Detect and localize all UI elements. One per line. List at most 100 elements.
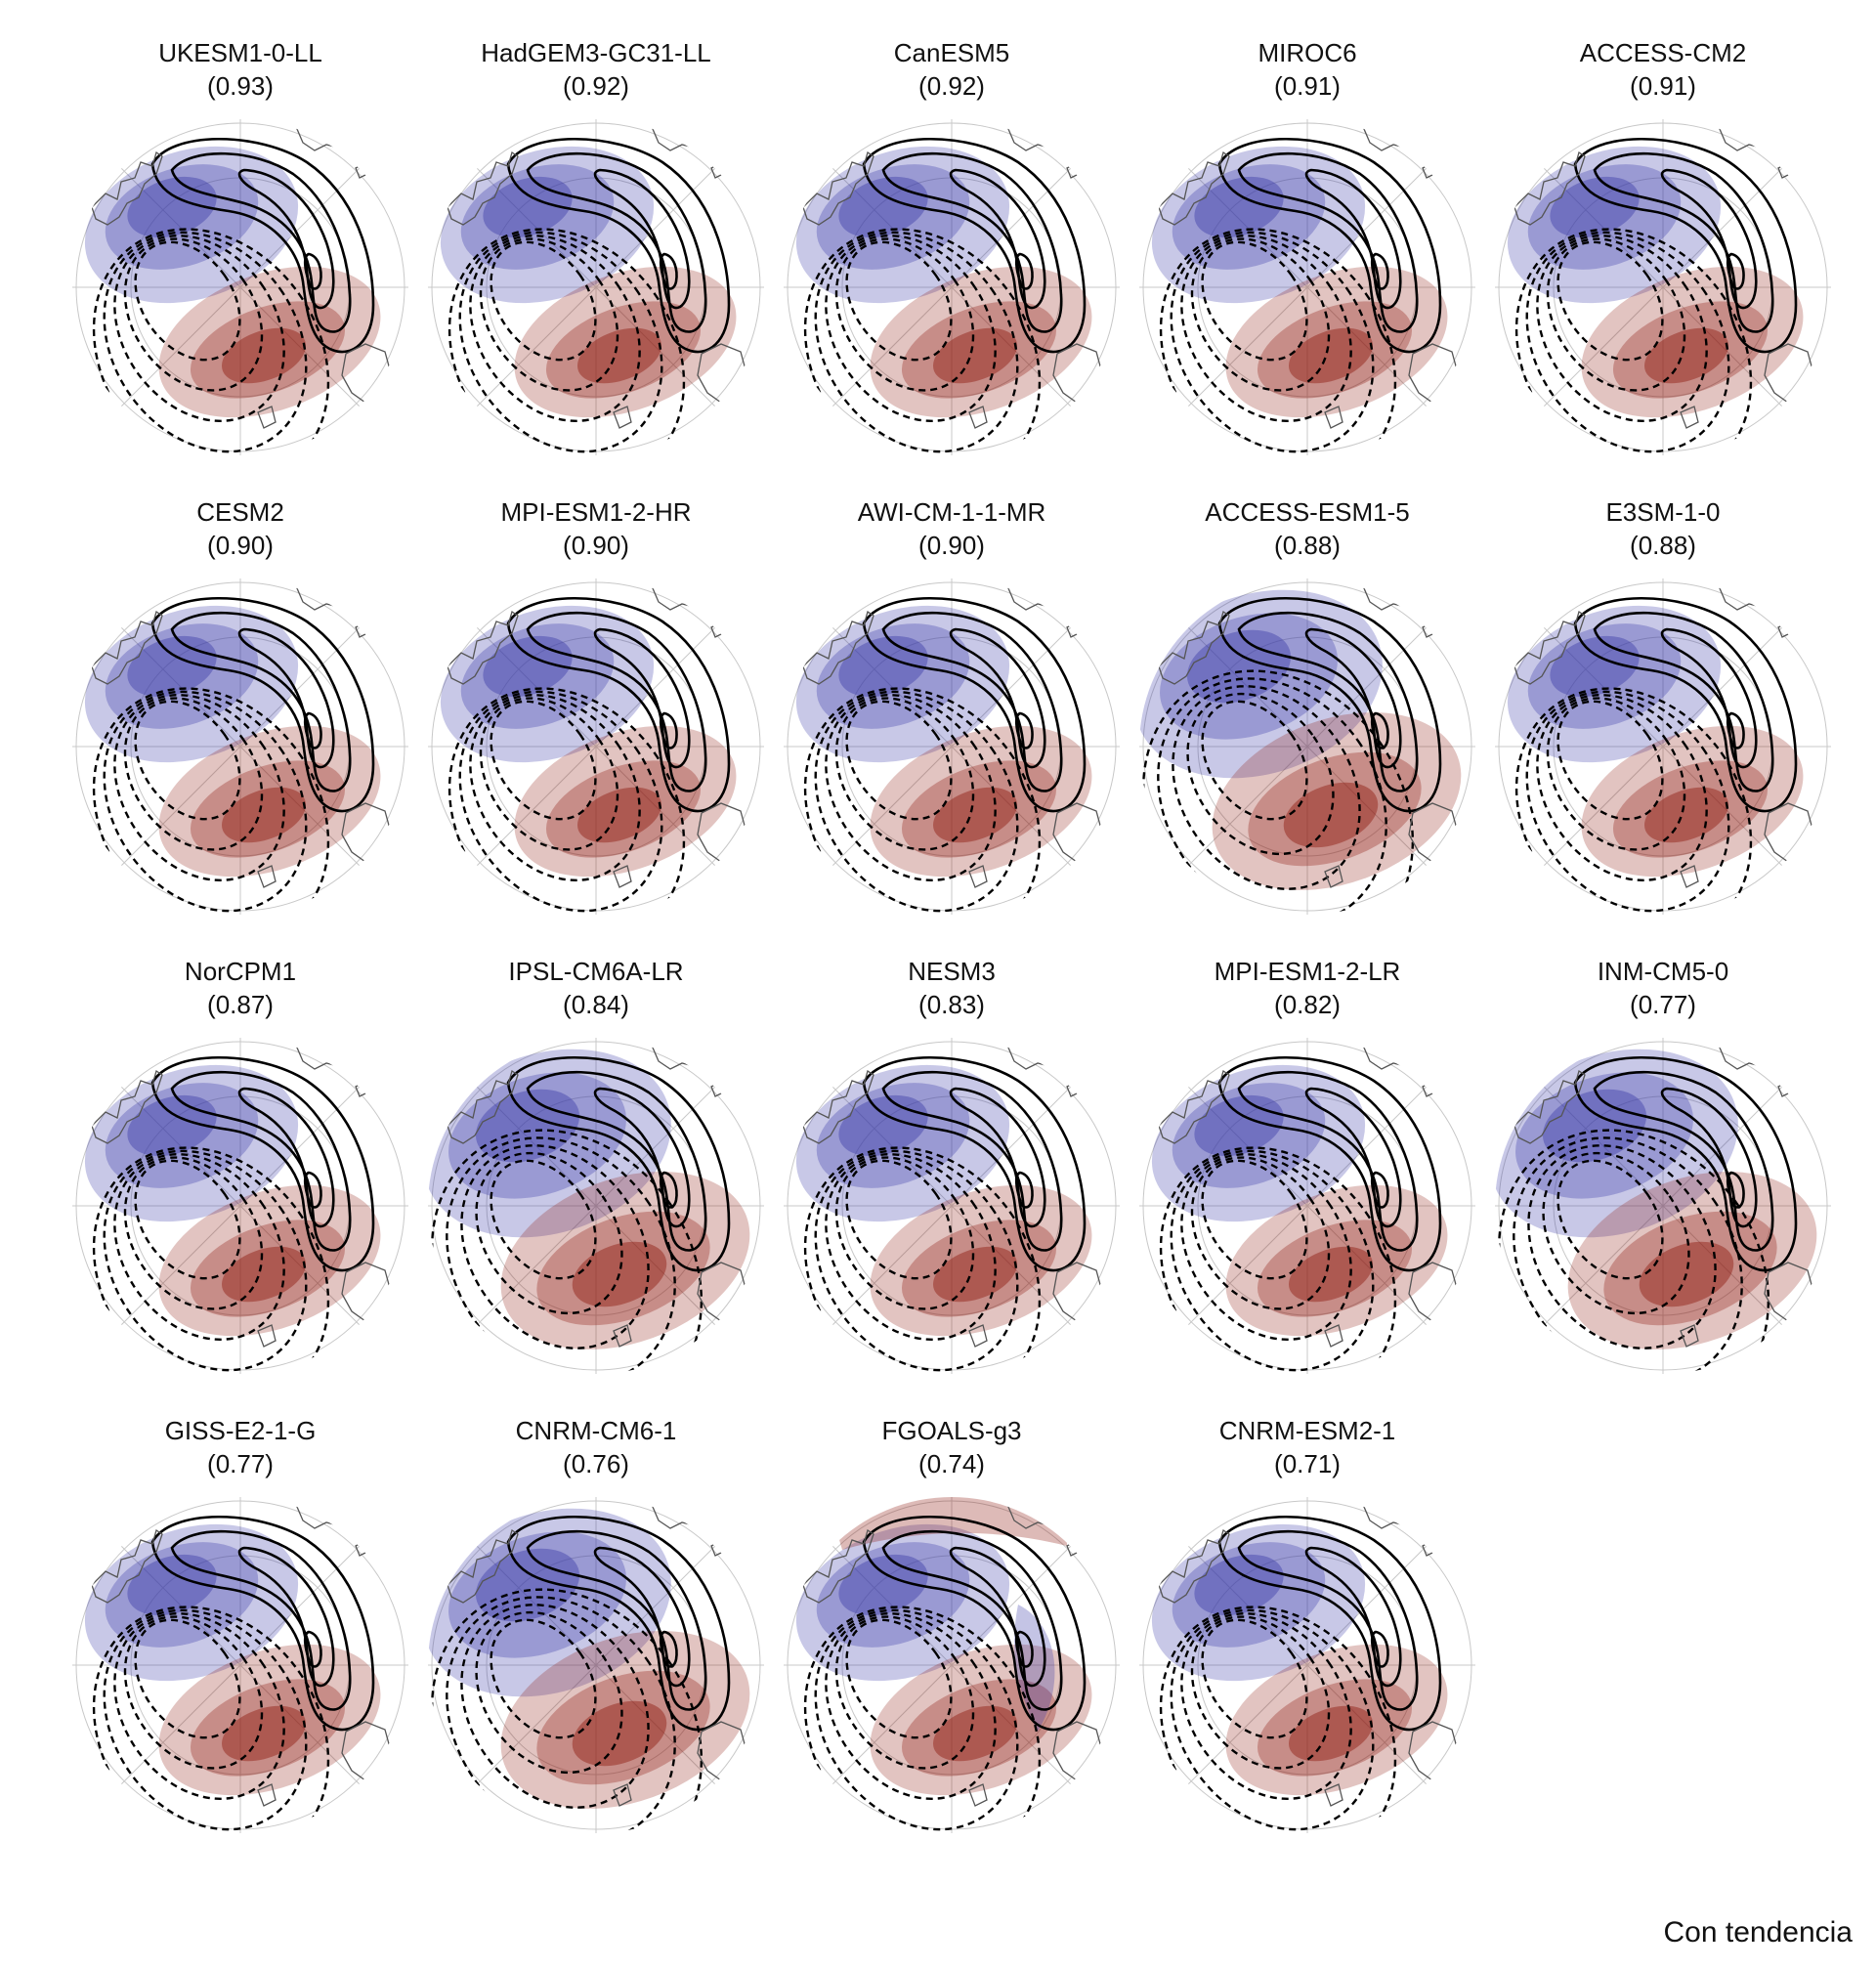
negative-anomaly-field xyxy=(795,1523,1010,1682)
model-panel: AWI-CM-1-1-MR (0.90) xyxy=(774,459,1130,919)
model-name: MPI-ESM1-2-LR xyxy=(1214,957,1401,986)
model-score: (0.88) xyxy=(1630,531,1696,560)
negative-anomaly-field xyxy=(1139,589,1383,779)
model-panel: ACCESS-ESM1-5 (0.88) xyxy=(1130,459,1485,919)
positive-contours xyxy=(1573,596,1798,813)
polar-map xyxy=(1495,119,1831,455)
negative-anomaly-field xyxy=(1495,1049,1738,1238)
model-score: (0.92) xyxy=(918,71,985,101)
model-score: (0.91) xyxy=(1274,71,1341,101)
positive-anomaly-field xyxy=(158,1184,381,1337)
negative-contours xyxy=(1514,228,1753,455)
polar-map xyxy=(1139,1038,1475,1374)
model-panel: NorCPM1 (0.87) xyxy=(63,919,418,1378)
positive-contours xyxy=(1217,137,1442,354)
positive-anomaly-field xyxy=(514,266,737,418)
model-score: (0.77) xyxy=(207,1449,274,1478)
polar-map xyxy=(72,1497,408,1833)
model-score: (0.93) xyxy=(207,71,274,101)
footer-label: Con tendencia xyxy=(1663,1916,1853,1949)
polar-map xyxy=(1139,1497,1475,1833)
polar-map xyxy=(1139,119,1475,455)
polar-map xyxy=(784,119,1120,455)
model-panel: MPI-ESM1-2-HR (0.90) xyxy=(418,459,774,919)
positive-contours xyxy=(1217,596,1442,813)
model-name: MIROC6 xyxy=(1258,38,1357,67)
negative-anomaly-field xyxy=(428,1508,671,1697)
model-panel: HadGEM3-GC31-LL (0.92) xyxy=(418,0,774,459)
model-name: UKESM1-0-LL xyxy=(158,38,322,67)
positive-contours xyxy=(506,1055,731,1272)
model-panel: UKESM1-0-LL (0.93) xyxy=(63,0,418,459)
polar-map xyxy=(72,119,408,455)
polar-map xyxy=(428,1038,764,1374)
model-name: CESM2 xyxy=(196,497,284,527)
model-score: (0.92) xyxy=(563,71,629,101)
model-panel: NESM3 (0.83) xyxy=(774,919,1130,1378)
positive-anomaly-field xyxy=(1581,725,1804,878)
positive-anomaly-field xyxy=(1225,266,1448,418)
model-score: (0.88) xyxy=(1274,531,1341,560)
positive-anomaly-field xyxy=(158,266,381,418)
positive-contours xyxy=(506,1515,731,1732)
model-score: (0.77) xyxy=(1630,990,1696,1019)
polar-map xyxy=(428,578,764,915)
model-panel: CanESM5 (0.92) xyxy=(774,0,1130,459)
model-name: MPI-ESM1-2-HR xyxy=(500,497,692,527)
polar-map xyxy=(72,578,408,915)
positive-anomaly-field xyxy=(1225,1184,1448,1337)
model-panel: ACCESS-CM2 (0.91) xyxy=(1485,0,1841,459)
positive-contours xyxy=(1573,137,1798,354)
polar-map xyxy=(428,1497,764,1833)
positive-contours xyxy=(506,137,731,354)
graticule xyxy=(1139,1038,1475,1374)
negative-anomaly-field xyxy=(795,1064,1010,1222)
positive-contours xyxy=(862,596,1087,813)
positive-contours xyxy=(862,137,1087,354)
model-panel: INM-CM5-0 (0.77) xyxy=(1485,919,1841,1378)
model-name: CanESM5 xyxy=(893,38,1010,67)
polar-map xyxy=(784,1497,1120,1833)
model-panel: FGOALS-g3 (0.74) xyxy=(774,1378,1130,1837)
model-score: (0.82) xyxy=(1274,990,1341,1019)
positive-contours xyxy=(1217,1055,1442,1272)
model-score: (0.71) xyxy=(1274,1449,1341,1478)
polar-map xyxy=(784,1038,1120,1374)
model-score: (0.91) xyxy=(1630,71,1696,101)
model-score: (0.84) xyxy=(563,990,629,1019)
model-name: ACCESS-ESM1-5 xyxy=(1205,497,1410,527)
polar-map xyxy=(784,578,1120,915)
model-name: IPSL-CM6A-LR xyxy=(508,957,684,986)
negative-anomaly-field xyxy=(1151,1064,1366,1222)
model-name: NorCPM1 xyxy=(184,957,297,986)
model-panel: E3SM-1-0 (0.88) xyxy=(1485,459,1841,919)
model-name: NESM3 xyxy=(908,957,996,986)
negative-anomaly-field xyxy=(795,146,1010,304)
model-score: (0.74) xyxy=(918,1449,985,1478)
model-score: (0.90) xyxy=(207,531,274,560)
model-name: AWI-CM-1-1-MR xyxy=(857,497,1046,527)
positive-anomaly-field xyxy=(870,1184,1092,1337)
negative-contours xyxy=(803,228,1042,455)
model-score: (0.87) xyxy=(207,990,274,1019)
model-panel: MIROC6 (0.91) xyxy=(1130,0,1485,459)
positive-contours xyxy=(150,1515,375,1732)
positive-contours xyxy=(150,596,375,813)
polar-map xyxy=(428,119,764,455)
model-name: GISS-E2-1-G xyxy=(164,1416,317,1445)
polar-map xyxy=(1139,578,1475,915)
model-score: (0.90) xyxy=(918,531,985,560)
model-score: (0.90) xyxy=(563,531,629,560)
positive-anomaly-field xyxy=(1225,1644,1448,1796)
positive-contours xyxy=(862,1055,1087,1272)
model-name: HadGEM3-GC31-LL xyxy=(481,38,711,67)
model-panel: CNRM-CM6-1 (0.76) xyxy=(418,1378,774,1837)
positive-anomaly-field xyxy=(870,725,1092,878)
positive-contours xyxy=(506,596,731,813)
positive-contours xyxy=(150,137,375,354)
model-name: CNRM-CM6-1 xyxy=(515,1416,677,1445)
model-score: (0.83) xyxy=(918,990,985,1019)
positive-anomaly-field xyxy=(158,725,381,878)
positive-contours xyxy=(1573,1055,1798,1272)
